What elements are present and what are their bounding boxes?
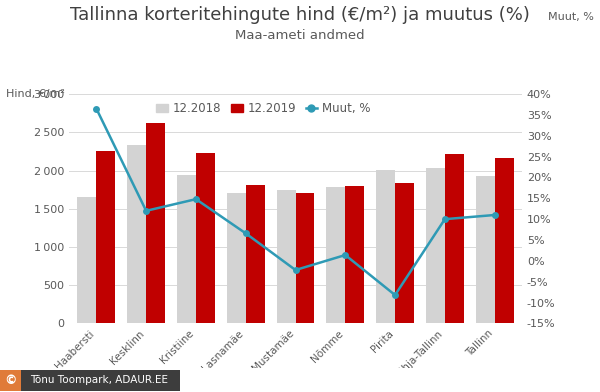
Muut, %: [193, 197, 200, 201]
Muut, %: [93, 106, 100, 111]
Bar: [277, 191, 296, 323]
Bar: [426, 168, 445, 323]
Bar: [127, 145, 146, 323]
Text: Hind, €/m²: Hind, €/m²: [6, 89, 65, 99]
Bar: [395, 183, 414, 323]
Bar: [77, 197, 97, 323]
FancyBboxPatch shape: [21, 370, 180, 391]
Bar: [445, 154, 464, 323]
Line: Muut, %: Muut, %: [93, 105, 498, 299]
Muut, %: [143, 209, 150, 213]
Text: Tõnu Toompark, ADAUR.EE: Tõnu Toompark, ADAUR.EE: [30, 375, 168, 385]
Bar: [177, 175, 196, 323]
Bar: [196, 153, 215, 323]
Bar: [494, 158, 514, 323]
Legend: 12.2018, 12.2019, Muut, %: 12.2018, 12.2019, Muut, %: [157, 102, 371, 115]
Muut, %: [391, 293, 398, 298]
FancyBboxPatch shape: [0, 370, 21, 391]
Text: Tallinna korteritehingute hind (€/m²) ja muutus (%): Tallinna korteritehingute hind (€/m²) ja…: [70, 6, 530, 24]
Bar: [326, 187, 345, 323]
Muut, %: [242, 231, 250, 236]
Bar: [146, 123, 165, 323]
Bar: [246, 185, 265, 323]
Bar: [227, 194, 246, 323]
Text: Muut, %: Muut, %: [548, 12, 594, 22]
Bar: [97, 151, 115, 323]
Muut, %: [491, 212, 498, 217]
Bar: [345, 186, 364, 323]
Bar: [296, 194, 314, 323]
Bar: [476, 176, 494, 323]
Muut, %: [441, 217, 448, 221]
Muut, %: [292, 268, 299, 272]
Bar: [376, 170, 395, 323]
Text: Maa-ameti andmed: Maa-ameti andmed: [235, 29, 365, 42]
Muut, %: [341, 253, 349, 258]
Text: ©: ©: [5, 374, 17, 387]
